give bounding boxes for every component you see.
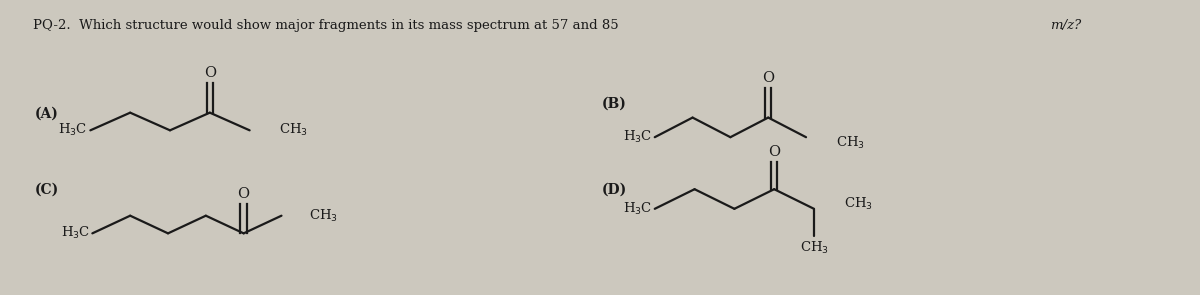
Text: O: O <box>768 145 780 159</box>
Text: O: O <box>204 66 216 81</box>
Text: CH$_3$: CH$_3$ <box>280 122 308 138</box>
Text: (A): (A) <box>35 107 59 121</box>
Text: H$_3$C: H$_3$C <box>623 129 652 145</box>
Text: H$_3$C: H$_3$C <box>58 122 88 138</box>
Text: CH$_3$: CH$_3$ <box>844 196 872 212</box>
Text: PQ-2.  Which structure would show major fragments in its mass spectrum at 57 and: PQ-2. Which structure would show major f… <box>32 19 623 32</box>
Text: CH$_3$: CH$_3$ <box>799 240 828 256</box>
Text: (C): (C) <box>35 182 59 196</box>
Text: m/z?: m/z? <box>1050 19 1081 32</box>
Text: H$_3$C: H$_3$C <box>61 225 90 241</box>
Text: (B): (B) <box>602 97 626 111</box>
Text: H$_3$C: H$_3$C <box>623 201 652 217</box>
Text: O: O <box>762 71 774 85</box>
Text: CH$_3$: CH$_3$ <box>836 135 865 151</box>
Text: CH$_3$: CH$_3$ <box>310 208 338 224</box>
Text: O: O <box>238 187 250 201</box>
Text: (D): (D) <box>602 182 628 196</box>
